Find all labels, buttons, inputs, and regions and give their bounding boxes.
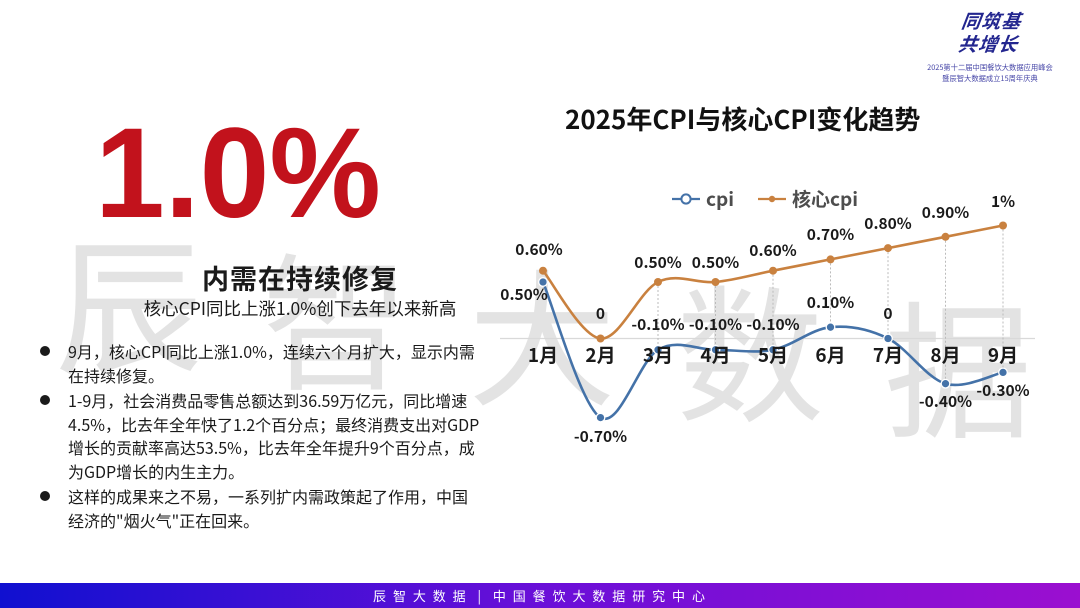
svg-text:6月: 6月 — [815, 341, 845, 368]
svg-text:-0.10%: -0.10% — [689, 313, 742, 335]
svg-text:-0.10%: -0.10% — [631, 313, 684, 335]
svg-text:0.90%: 0.90% — [922, 201, 969, 223]
svg-text:3月: 3月 — [643, 341, 673, 368]
svg-text:0.50%: 0.50% — [634, 251, 681, 273]
svg-text:7月: 7月 — [873, 341, 903, 368]
svg-text:5月: 5月 — [758, 341, 788, 368]
svg-text:0: 0 — [883, 302, 892, 324]
svg-text:0.70%: 0.70% — [807, 223, 854, 245]
svg-text:0: 0 — [596, 302, 605, 324]
svg-text:2月: 2月 — [585, 341, 615, 368]
svg-text:-0.70%: -0.70% — [574, 425, 627, 447]
svg-text:0.60%: 0.60% — [515, 238, 562, 260]
svg-text:0.80%: 0.80% — [864, 212, 911, 234]
svg-text:-0.30%: -0.30% — [976, 379, 1029, 401]
svg-text:-0.10%: -0.10% — [746, 313, 799, 335]
svg-text:-0.40%: -0.40% — [919, 390, 972, 412]
svg-text:9月: 9月 — [988, 341, 1018, 368]
svg-text:0.60%: 0.60% — [749, 239, 796, 261]
svg-text:8月: 8月 — [930, 341, 960, 368]
svg-text:4月: 4月 — [700, 341, 730, 368]
svg-text:0.50%: 0.50% — [500, 283, 547, 305]
svg-text:核心cpi: 核心cpi — [792, 185, 858, 212]
svg-text:1%: 1% — [991, 190, 1015, 212]
svg-text:0.50%: 0.50% — [692, 251, 739, 273]
svg-text:cpi: cpi — [706, 185, 734, 212]
svg-text:1月: 1月 — [528, 341, 558, 368]
svg-text:0.10%: 0.10% — [807, 291, 854, 313]
